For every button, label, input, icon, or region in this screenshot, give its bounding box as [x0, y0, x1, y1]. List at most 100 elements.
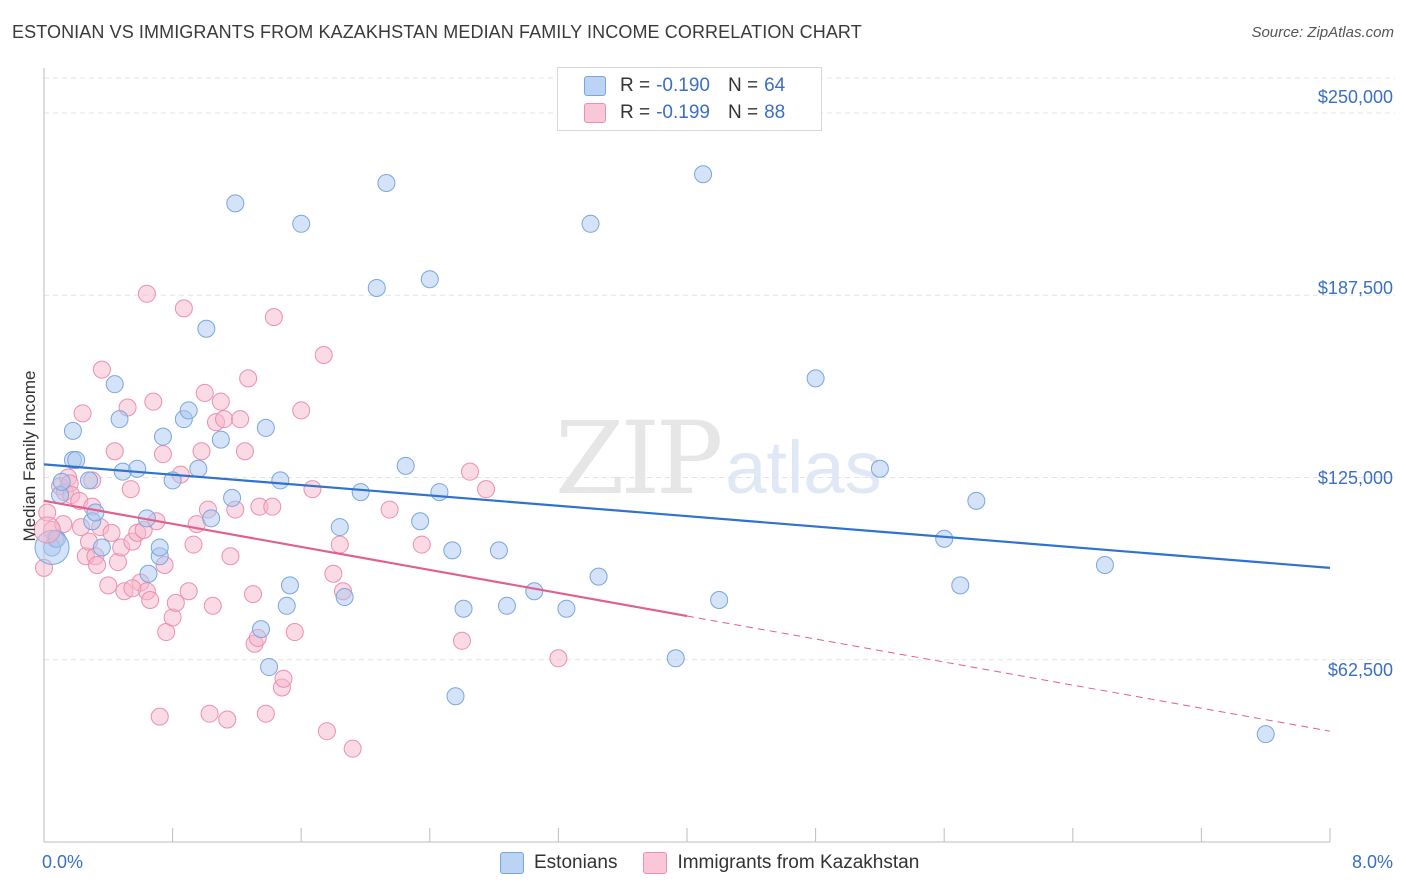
- kazakhstan-point: [179, 582, 198, 601]
- kazakhstan-point: [243, 585, 262, 604]
- kazakhstan-point: [324, 564, 343, 583]
- kazakhstan-point: [235, 442, 254, 461]
- estonians-point: [92, 538, 111, 557]
- estonians-point: [1256, 725, 1275, 744]
- series-legend: Estonians Immigrants from Kazakhstan: [500, 852, 945, 874]
- kazakhstan-point: [150, 707, 169, 726]
- estonians-point: [935, 529, 954, 548]
- estonians-point: [271, 471, 290, 490]
- kazakhstan-point: [218, 710, 237, 729]
- kazakhstan-point: [549, 649, 568, 668]
- kazakhstan-point: [292, 401, 311, 420]
- n-label: N =: [727, 75, 759, 96]
- y-axis-label: Median Family Income: [20, 370, 39, 542]
- estonians-point: [1095, 555, 1114, 574]
- estonians-point: [420, 270, 439, 289]
- y-tick-label: $62,500: [1327, 660, 1393, 680]
- estonians-point: [153, 427, 172, 446]
- estonians-point: [806, 369, 825, 388]
- kazakhstan-point: [184, 535, 203, 554]
- kazakhstan-point: [211, 392, 230, 411]
- estonians-point: [581, 214, 600, 233]
- kazakhstan-point-large: [33, 516, 61, 544]
- kazakhstan-point: [105, 442, 124, 461]
- estonians-point: [589, 567, 608, 586]
- kazakhstan-point: [137, 284, 156, 303]
- estonians-point: [197, 319, 216, 338]
- estonians-point: [443, 541, 462, 560]
- legend-label: Immigrants from Kazakhstan: [677, 852, 920, 873]
- estonians-point: [330, 518, 349, 537]
- estonians-point: [139, 564, 158, 583]
- estonians-point: [223, 488, 242, 507]
- kazakhstan-point: [452, 631, 471, 650]
- n-label: N =: [727, 102, 759, 123]
- estonians-point: [226, 194, 245, 213]
- estonians-point: [870, 459, 889, 478]
- watermark: ZIPatlas: [555, 400, 882, 517]
- estonians-point: [211, 430, 230, 449]
- kazakhstan-point: [317, 722, 336, 741]
- kazakhstan-point: [192, 442, 211, 461]
- estonians-point: [80, 471, 99, 490]
- kazakhstan-trend-line: [43, 499, 688, 618]
- estonians-point: [292, 214, 311, 233]
- estonians-point: [63, 421, 82, 440]
- estonians-point: [525, 582, 544, 601]
- kazakhstan-point: [380, 500, 399, 519]
- estonians-point: [377, 173, 396, 192]
- estonians-point: [666, 649, 685, 668]
- r-label: R =: [620, 102, 651, 123]
- kazakhstan-point: [256, 704, 275, 723]
- legend-label: Estonians: [534, 852, 618, 873]
- kazakhstan-point: [285, 623, 304, 642]
- estonians-point: [489, 541, 508, 560]
- estonians-point: [280, 576, 299, 595]
- kazakhstan-point: [144, 392, 163, 411]
- kazakhstan-swatch: [643, 852, 668, 874]
- source-label: Source: ZipAtlas.com: [1251, 24, 1394, 41]
- legend-item-kazakhstan[interactable]: Immigrants from Kazakhstan: [643, 852, 919, 874]
- legend-item-estonians[interactable]: Estonians: [500, 852, 617, 874]
- estonians-point: [710, 590, 729, 609]
- kazakhstan-point: [263, 497, 282, 516]
- estonians-point: [335, 588, 354, 607]
- kazakhstan-point: [231, 410, 250, 429]
- estonians-point: [105, 375, 124, 394]
- watermark-atlas: atlas: [725, 426, 882, 509]
- estonians-point: [110, 410, 129, 429]
- estonians-point: [430, 483, 449, 502]
- kazakhstan-point: [166, 593, 185, 612]
- kazakhstan-point: [121, 480, 140, 499]
- estonians-point: [202, 509, 221, 528]
- estonians-swatch: [500, 852, 524, 874]
- estonians-point: [497, 596, 516, 615]
- estonians-point: [179, 401, 198, 420]
- estonians-point: [52, 472, 71, 491]
- kazakhstan-point: [239, 369, 258, 388]
- estonians-point: [260, 658, 279, 677]
- estonians-point: [256, 418, 275, 437]
- kazakhstan-point: [141, 590, 160, 609]
- estonians-swatch: [584, 76, 606, 96]
- estonians-point: [967, 491, 986, 510]
- kazakhstan-point: [343, 739, 362, 758]
- kazakhstan-point: [274, 669, 293, 688]
- estonians-point: [150, 538, 169, 557]
- estonians-trend-line: [43, 463, 1331, 569]
- kazakhstan-point: [460, 462, 479, 481]
- kazakhstan-point: [88, 555, 107, 574]
- correlation-legend: R = -0.190 N = 64 R = -0.199 N = 88: [557, 67, 822, 131]
- legend-row-estonians: R = -0.190 N = 64: [584, 74, 785, 98]
- estonians-point: [189, 459, 208, 478]
- kazakhstan-swatch: [584, 103, 606, 123]
- kazakhstan-point: [264, 308, 283, 327]
- estonians-point: [396, 456, 415, 475]
- estonians-point: [694, 165, 713, 184]
- kazakhstan-point: [203, 596, 222, 615]
- estonians-point: [446, 687, 465, 706]
- kazakhstan-trend-extension: [686, 615, 1331, 732]
- estonians-point: [367, 278, 386, 297]
- kazakhstan-point: [215, 410, 234, 429]
